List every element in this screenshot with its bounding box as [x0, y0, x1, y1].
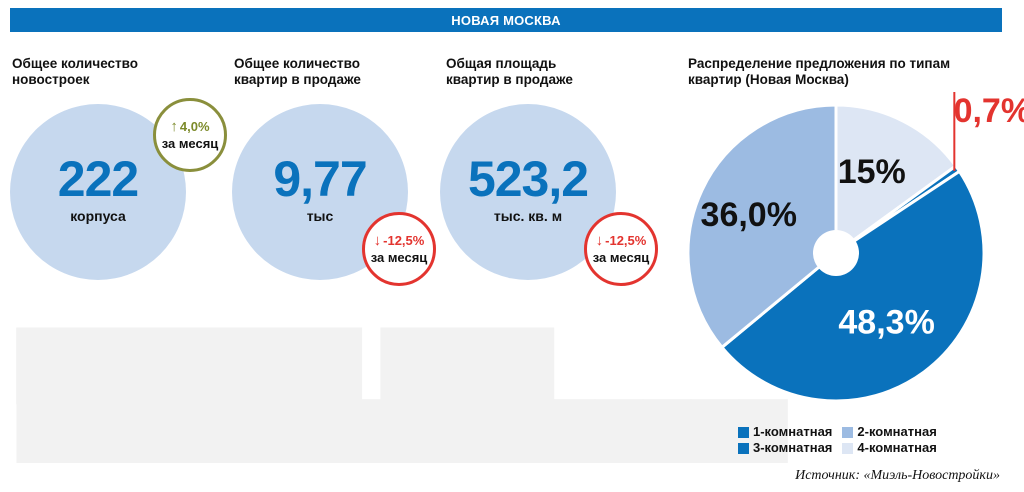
legend-swatch	[738, 426, 749, 438]
pie-slice	[719, 169, 986, 403]
stat-title-buildings: Общее количество новостроек	[12, 56, 139, 87]
change-badge-buildings: ↑ 4,0% за месяц	[153, 98, 227, 172]
stat-bubble-apartments: 9,77 тыс	[232, 104, 408, 280]
slice-data-label: 0,7%	[954, 92, 1024, 130]
change-value-apartments: -12,5%	[383, 233, 425, 248]
change-period-buildings: за месяц	[161, 136, 219, 151]
stat-unit-apartments: тыс	[306, 208, 334, 224]
section-banner: НОВАЯ МОСКВА	[10, 8, 1002, 32]
chart-title: Распределение предложения по типам кварт…	[688, 56, 951, 87]
stat-value-buildings: 222	[57, 151, 139, 207]
slice-data-label: 36,0%	[701, 196, 797, 234]
legend-swatch	[738, 442, 749, 454]
stat-title-apartments: Общее количество квартир в продаже	[234, 56, 361, 87]
slice-data-label: 48,3%	[838, 303, 934, 341]
background-watermark: ▇▇▇▇▇▇▇▇▇▇▇▇▇▇▇▇	[18, 394, 789, 460]
legend-label: 2-комнатная	[857, 424, 937, 439]
legend-item: 4-комнатная	[842, 440, 937, 456]
change-value-area: -12,5%	[605, 233, 647, 248]
legend-label: 1-комнатная	[753, 424, 833, 439]
change-period-area: за месяц	[592, 250, 650, 265]
stat-title-area: Общая площадь квартир в продаже	[446, 56, 573, 87]
legend-item: 3-комнатная	[738, 440, 832, 456]
pie-slice	[686, 103, 838, 350]
legend-item: 2-комнатная	[842, 424, 937, 440]
arrow-down-icon: ↓	[373, 232, 382, 249]
legend-swatch	[842, 426, 854, 438]
source-note: Источник: «Миэль-Новостройки»	[795, 468, 1000, 483]
legend-item: 1-комнатная	[738, 424, 832, 440]
arrow-down-icon: ↓	[595, 232, 604, 249]
slice-data-label: 15%	[838, 153, 906, 191]
pie-slice	[834, 103, 958, 256]
legend-label: 4-комнатная	[857, 440, 937, 455]
change-badge-apartments: ↓ -12,5% за месяц	[362, 212, 436, 286]
stat-value-apartments: 9,77	[273, 151, 367, 207]
background-watermark: ▇▇▇▇▇▇ ▇▇▇	[18, 321, 555, 401]
stat-bubble-area: 523,2 тыс. кв. м	[440, 104, 616, 280]
stat-value-area: 523,2	[467, 151, 589, 207]
legend-swatch	[842, 442, 854, 454]
arrow-up-icon: ↑	[170, 118, 178, 135]
change-value-buildings: 4,0%	[179, 119, 210, 134]
change-period-apartments: за месяц	[370, 250, 428, 265]
change-badge-area: ↓ -12,5% за месяц	[584, 212, 658, 286]
stat-unit-buildings: корпуса	[70, 208, 126, 224]
pie-center-hole	[813, 230, 859, 276]
legend-label: 3-комнатная	[753, 440, 833, 455]
stat-unit-area: тыс. кв. м	[493, 208, 563, 224]
chart-legend: 1-комнатная 2-комнатная 3-комнатная 4-ко…	[738, 424, 937, 456]
